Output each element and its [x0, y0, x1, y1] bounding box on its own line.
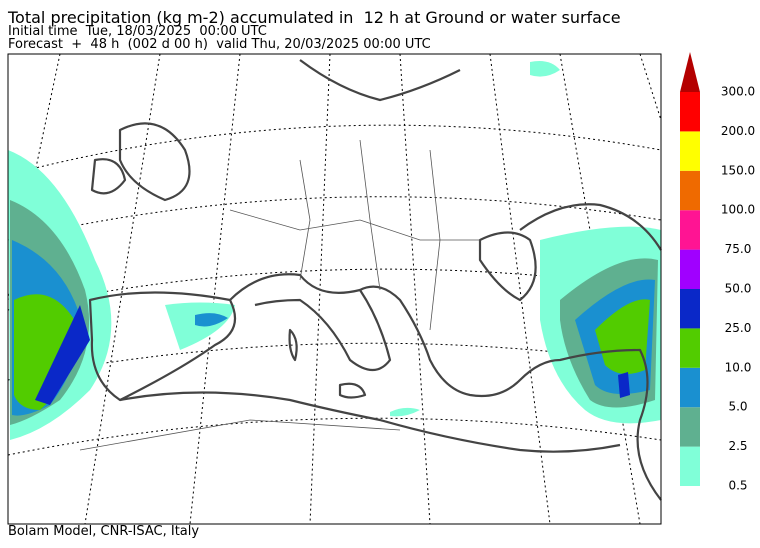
forecast-time: Forecast + 48 h (002 d 00 h) valid Thu, …: [8, 37, 431, 52]
colorbar-bin: [680, 328, 700, 368]
colorbar-bin: [680, 170, 700, 211]
colorbar-label: 5.0: [728, 400, 747, 414]
colorbar-label: 200.0: [721, 124, 755, 138]
map-frame: [7, 53, 662, 525]
colorbar-bin: [680, 289, 700, 329]
colorbar-bin: [680, 92, 700, 132]
precipitation-field: [8, 61, 661, 440]
footer-credit: Bolam Model, CNR-ISAC, Italy: [8, 524, 200, 539]
colorbar-label: 2.5: [728, 439, 747, 453]
colorbar: 0.5 2.5 5.0 10.0 25.0 50.0 75.0 100.0 150.0 200.0…: [680, 52, 755, 493]
colorbar-bin: [680, 249, 700, 289]
colorbar-label: 300.0: [721, 85, 755, 99]
colorbar-bin: [680, 446, 700, 486]
colorbar-label: 75.0: [725, 242, 752, 256]
colorbar-bin: [680, 407, 700, 447]
colorbar-label: 10.0: [725, 360, 752, 374]
colorbar-extend: [680, 52, 700, 92]
map-title: Total precipitation (kg m-2) accumulated…: [8, 8, 621, 27]
borders: [79, 139, 480, 451]
colorbar-bin: [680, 367, 700, 408]
colorbar-label: 100.0: [721, 203, 755, 217]
colorbar-label: 50.0: [725, 282, 752, 296]
colorbar-bin: [680, 131, 700, 171]
initial-time: Initial time Tue, 18/03/2025 00:00 UTC: [8, 24, 267, 39]
colorbar-label: 25.0: [725, 321, 752, 335]
colorbar-bin: [680, 210, 700, 250]
coastlines: [88, 59, 662, 501]
colorbar-label: 150.0: [721, 163, 755, 177]
colorbar-label: 0.5: [728, 479, 747, 493]
